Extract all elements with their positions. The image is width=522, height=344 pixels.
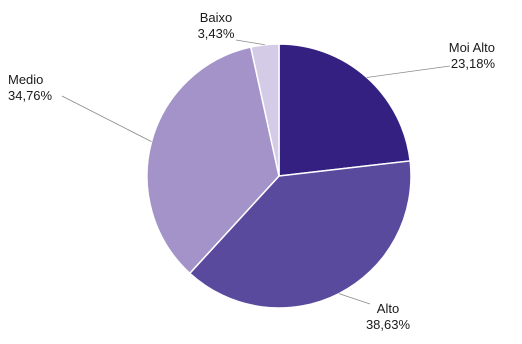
leader-line-moi-alto xyxy=(366,65,451,78)
slice-value-medio: 34,76% xyxy=(8,88,53,103)
slice-value-moi-alto: 23,18% xyxy=(451,56,496,71)
slice-label-medio: Medio xyxy=(8,72,43,87)
slice-value-baixo: 3,43% xyxy=(198,26,235,41)
slice-label-baixo: Baixo xyxy=(200,10,233,25)
pie-slices xyxy=(146,43,412,309)
pie-slice-baixo xyxy=(249,43,280,177)
pie-slice-moi-alto xyxy=(278,43,411,177)
leader-line-medio xyxy=(61,95,152,143)
leader-line-baixo xyxy=(235,39,265,46)
leader-line-alto xyxy=(338,293,371,305)
slice-label-alto: Alto xyxy=(377,301,399,316)
slice-label-moi-alto: Moi Alto xyxy=(449,40,495,55)
slice-value-alto: 38,63% xyxy=(366,317,411,332)
pie-slice-medio xyxy=(146,46,280,275)
